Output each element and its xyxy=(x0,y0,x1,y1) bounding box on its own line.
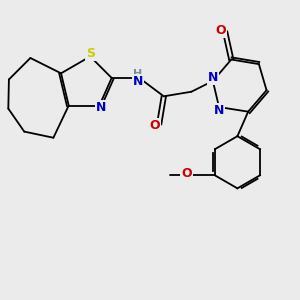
Text: O: O xyxy=(215,24,226,37)
Text: H: H xyxy=(133,69,142,79)
Text: O: O xyxy=(149,119,160,132)
Text: N: N xyxy=(96,101,106,115)
Text: S: S xyxy=(86,47,95,61)
Text: N: N xyxy=(214,104,224,117)
Text: N: N xyxy=(133,75,143,88)
Text: O: O xyxy=(181,167,192,180)
Text: N: N xyxy=(208,71,218,84)
